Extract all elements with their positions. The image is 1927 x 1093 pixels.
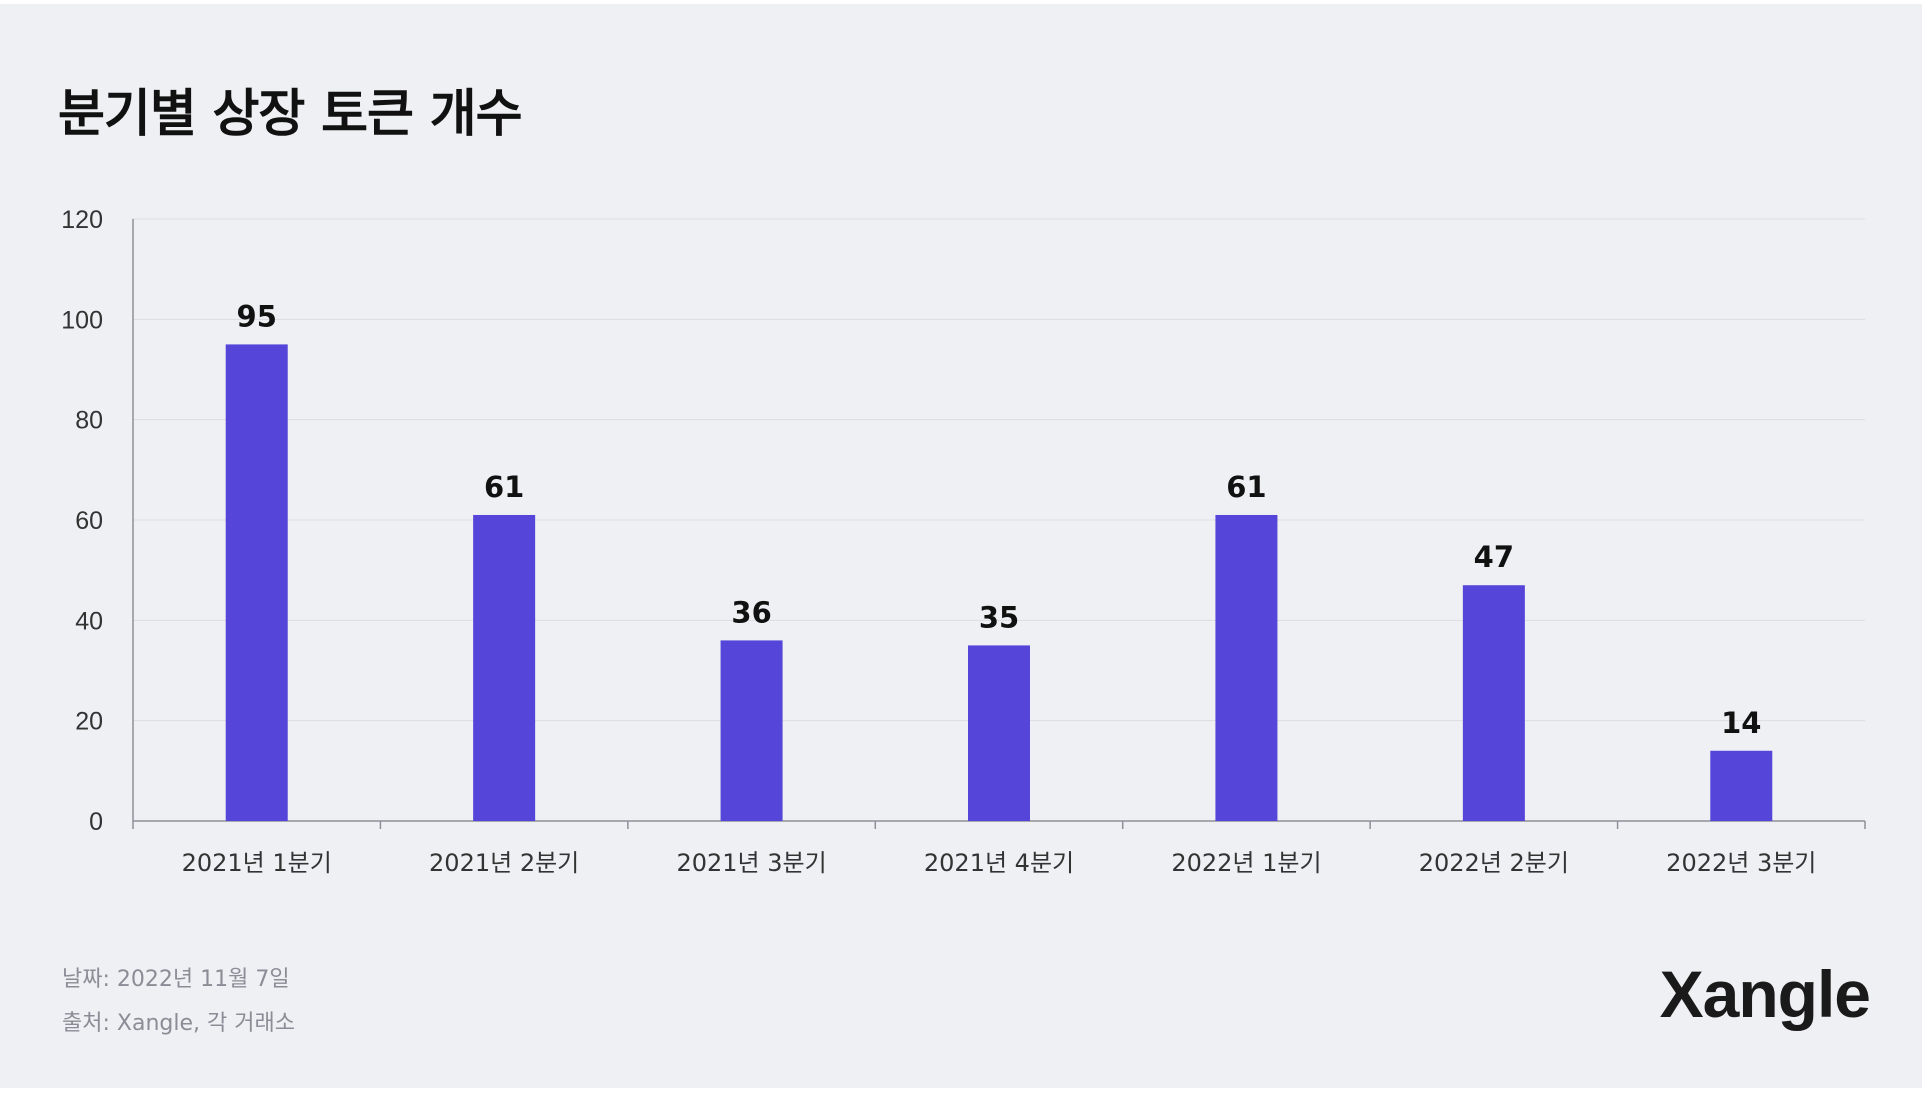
data-label: 14 [1721, 706, 1761, 740]
y-tick-label: 120 [61, 206, 103, 234]
chart-card: 분기별 상장 토큰 개수 0 20 40 60 80 100 120 95 2021년 1분기 6… [0, 4, 1922, 1088]
bar-chart: 0 20 40 60 80 100 120 95 2021년 1분기 61 2021년 2분기 36 2… [61, 206, 1866, 877]
xangle-logo: Xangle [1659, 957, 1871, 1031]
date-note: 날짜: 2022년 11월 7일 [62, 967, 290, 992]
y-tick-label: 60 [75, 507, 103, 535]
data-label: 35 [979, 600, 1019, 634]
x-tick-label: 2022년 3분기 [1666, 849, 1816, 877]
data-label: 61 [1226, 470, 1266, 504]
x-tick-label: 2022년 1분기 [1171, 849, 1321, 877]
chart-title: 분기별 상장 토큰 개수 [58, 85, 523, 144]
bar [1710, 750, 1773, 821]
bar [1215, 514, 1278, 821]
y-tick-label: 100 [61, 306, 103, 334]
y-tick-label: 40 [75, 607, 103, 635]
x-tick-label: 2021년 2분기 [429, 849, 579, 877]
x-tick-label: 2022년 2분기 [1419, 849, 1569, 877]
y-tick-label: 80 [75, 407, 103, 435]
x-tick-label: 2021년 1분기 [182, 849, 332, 877]
source-note: 출처: Xangle, 각 거래소 [62, 1011, 295, 1036]
data-label: 47 [1474, 540, 1514, 574]
y-tick-label: 20 [75, 708, 103, 736]
bar [968, 645, 1030, 821]
bar [1462, 585, 1525, 821]
bar [225, 344, 288, 821]
data-label: 95 [237, 299, 277, 333]
y-tick-label: 0 [89, 808, 103, 836]
x-tick-label: 2021년 3분기 [676, 849, 826, 877]
x-tick-label: 2021년 4분기 [924, 849, 1074, 877]
data-label: 36 [731, 595, 771, 629]
data-label: 61 [484, 470, 524, 504]
bar [720, 640, 783, 821]
bar [473, 514, 536, 821]
